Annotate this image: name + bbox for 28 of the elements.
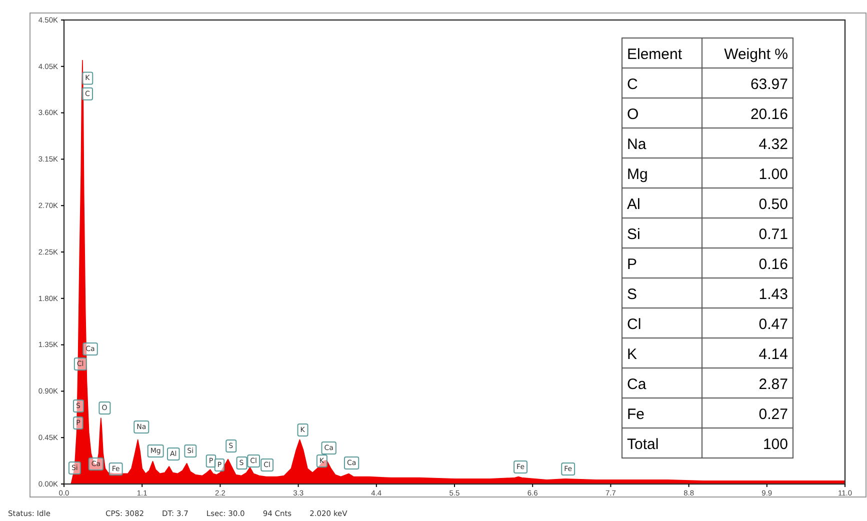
category-label: Cl [627, 316, 642, 333]
text: 0.71 [758, 226, 788, 243]
text: 0.47 [758, 316, 788, 333]
text: Weight % [724, 46, 788, 63]
category-label: S [627, 286, 638, 303]
category-label: Si [627, 226, 640, 243]
text: 63.97 [750, 76, 788, 93]
text: 100 [762, 436, 788, 453]
category-label: K [627, 346, 638, 363]
text: 0.50 [758, 196, 788, 213]
text: 4.14 [758, 346, 788, 363]
text: 1.00 [758, 166, 788, 183]
text: 1.43 [758, 286, 788, 303]
category-label: O [627, 106, 639, 123]
text: Element [627, 46, 683, 63]
category-label: Al [627, 196, 640, 213]
category-label: C [627, 76, 638, 93]
text: 20.16 [750, 106, 788, 123]
text: 0.16 [758, 256, 788, 273]
category-label: Ca [627, 376, 647, 393]
category-label: Total [627, 436, 659, 453]
text: 2.87 [758, 376, 788, 393]
text: 4.32 [758, 136, 788, 153]
category-label: Mg [627, 166, 648, 183]
category-label: Na [627, 136, 647, 153]
category-label: P [627, 256, 638, 273]
category-label: Fe [627, 406, 645, 423]
text: 0.27 [758, 406, 788, 423]
